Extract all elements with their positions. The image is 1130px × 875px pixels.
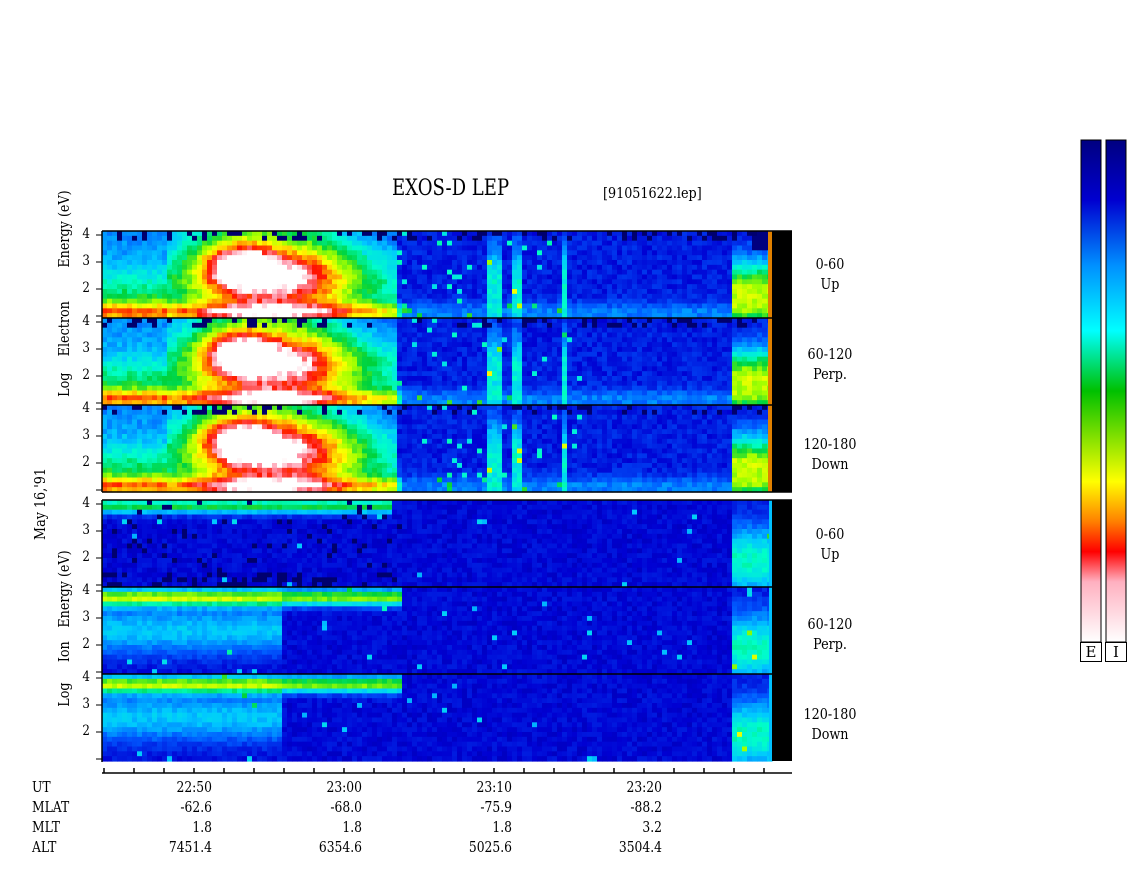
energy-tick-label: 2: [82, 367, 90, 383]
energy-tick-label: 3: [82, 522, 90, 538]
eph-row-label-ut: UT: [32, 780, 51, 796]
eph-row-label-mlt: MLT: [32, 820, 61, 836]
pa-label-electron-perp: 60-120 Perp.: [807, 345, 853, 383]
energy-tick-label: 4: [82, 400, 90, 416]
colorbar-label-i: I: [1105, 642, 1127, 662]
eph-ut-2: 23:00: [326, 780, 362, 796]
energy-tick-label: 3: [82, 340, 90, 356]
file-name: [91051622.lep]: [603, 184, 702, 202]
energy-tick-label: 2: [82, 549, 90, 565]
electron-axis-label-species: Log Electron: [55, 301, 73, 397]
eph-alt-1: 7451.4: [168, 840, 212, 856]
eph-mlt-1: 1.8: [192, 820, 212, 836]
eph-mlt-4: 3.2: [642, 820, 662, 836]
eph-alt-2: 6354.6: [318, 840, 362, 856]
energy-tick-label: 2: [82, 636, 90, 652]
panel-electron-up: [102, 231, 792, 319]
ion-axis-label-species: Log Ion: [55, 641, 73, 707]
eph-mlt-2: 1.8: [342, 820, 362, 836]
eph-mlat-3: -75.9: [480, 800, 512, 816]
energy-tick-label: 4: [82, 495, 90, 511]
energy-tick-label: 3: [82, 253, 90, 269]
eph-ut-3: 23:10: [476, 780, 512, 796]
eph-mlat-4: -88.2: [630, 800, 662, 816]
energy-tick-label: 2: [82, 723, 90, 739]
energy-tick-label: 4: [82, 226, 90, 242]
energy-tick-label: 3: [82, 696, 90, 712]
energy-tick-label: 4: [82, 313, 90, 329]
eph-alt-3: 5025.6: [468, 840, 512, 856]
panel-electron-down: [102, 405, 792, 493]
eph-mlat-1: -62.6: [180, 800, 212, 816]
panel-ion-perp: [102, 587, 792, 675]
pa-label-electron-down: 120-180 Down: [803, 435, 857, 473]
chart-title: EXOS-D LEP: [392, 176, 510, 201]
ion-axis-label: Energy (eV) Log Ion: [8, 500, 118, 760]
colorbar-electron: [1080, 139, 1102, 643]
eph-row-label-mlat: MLAT: [32, 800, 70, 816]
energy-tick-label: 2: [82, 280, 90, 296]
energy-tick-label: 4: [82, 669, 90, 685]
pa-label-ion-down: 120-180 Down: [803, 705, 857, 743]
electron-axis-label: Energy (eV) Log Electron: [8, 190, 118, 490]
eph-mlat-2: -68.0: [330, 800, 362, 816]
eph-ut-1: 22:50: [176, 780, 212, 796]
colorbar-label-e: E: [1080, 642, 1102, 662]
pa-label-ion-perp: 60-120 Perp.: [807, 615, 853, 653]
energy-tick-label: 3: [82, 427, 90, 443]
eph-ut-4: 23:20: [626, 780, 662, 796]
pa-label-electron-up: 0-60 Up: [815, 255, 845, 293]
energy-tick-label: 4: [82, 582, 90, 598]
energy-tick-label: 3: [82, 609, 90, 625]
eph-alt-4: 3504.4: [618, 840, 662, 856]
energy-tick-label: 2: [82, 454, 90, 470]
pa-label-ion-up: 0-60 Up: [815, 525, 845, 563]
panel-electron-perp: [102, 318, 792, 406]
panel-ion-up: [102, 500, 792, 588]
colorbar-ion: [1105, 139, 1127, 643]
eph-row-label-alt: ALT: [32, 840, 57, 856]
panel-ion-down: [102, 674, 792, 762]
eph-mlt-3: 1.8: [492, 820, 512, 836]
